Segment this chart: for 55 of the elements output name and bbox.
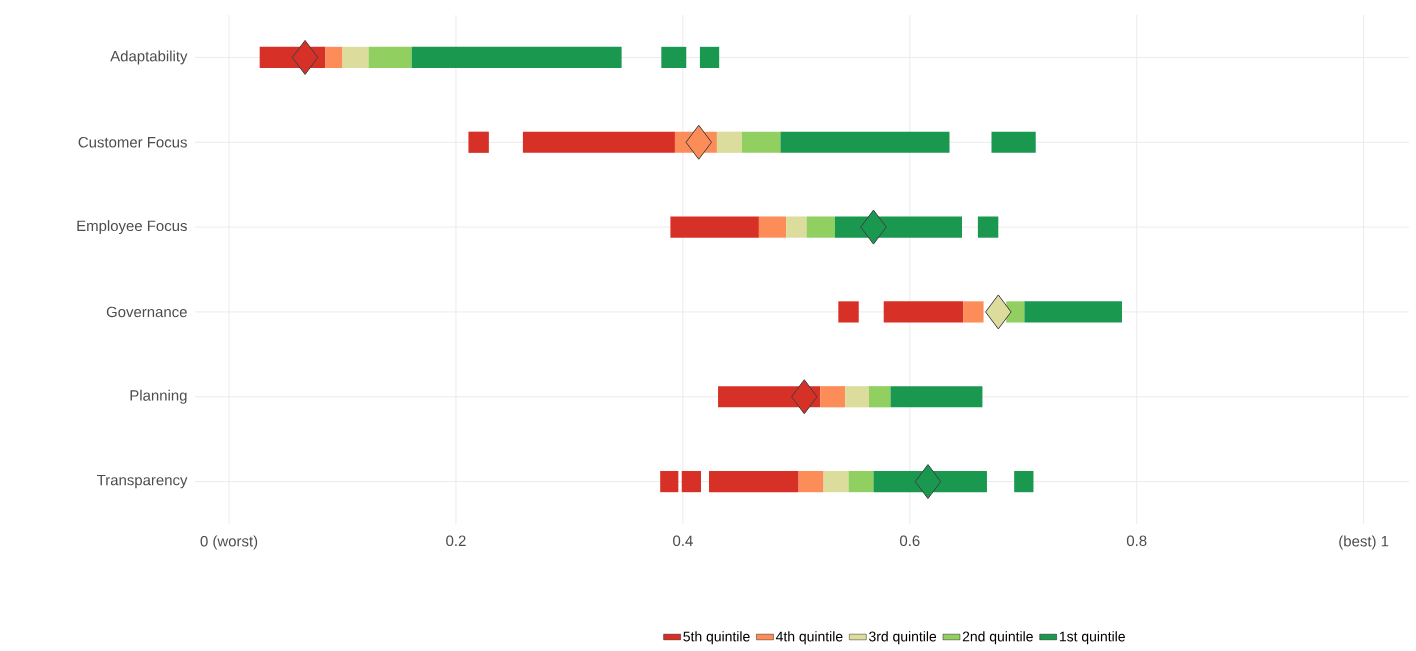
bar <box>838 301 859 323</box>
bar <box>741 131 781 153</box>
legend-label: 1st quintile <box>1059 631 1125 645</box>
bar <box>670 216 759 238</box>
x-tick-label: (best) 1 <box>1339 535 1389 550</box>
legend-label: 5th quintile <box>683 631 750 645</box>
y-tick-label: Employee Focus <box>77 220 187 235</box>
bar <box>883 301 964 323</box>
y-tick-label: Transparency <box>97 474 188 489</box>
bar <box>963 301 984 323</box>
bar <box>845 386 869 408</box>
bar <box>991 131 1036 153</box>
bar <box>681 470 702 493</box>
bar <box>660 470 679 493</box>
point <box>291 39 319 75</box>
x-tick-label: 0.4 <box>673 535 693 547</box>
bar <box>848 470 874 493</box>
bar <box>708 470 799 493</box>
bar <box>325 46 343 69</box>
point <box>685 124 713 160</box>
bar <box>890 386 983 408</box>
bar <box>806 216 835 238</box>
x-tick-label: 0.6 <box>899 535 920 547</box>
bar <box>522 131 675 153</box>
bar <box>786 216 807 238</box>
bar <box>1014 470 1034 493</box>
bar <box>798 470 824 493</box>
bar <box>699 46 720 69</box>
bar <box>1024 301 1122 323</box>
legend-label: 4th quintile <box>775 631 843 645</box>
bar <box>977 216 999 238</box>
bar <box>868 386 891 408</box>
bar <box>368 46 412 69</box>
bar <box>716 131 742 153</box>
legend-label: 2nd quintile <box>962 631 1033 645</box>
x-tick-label: 0 (worst) <box>200 535 258 550</box>
bar <box>823 470 849 493</box>
point <box>914 464 942 500</box>
bar <box>758 216 787 238</box>
y-tick-label: Planning <box>130 389 187 404</box>
bar <box>661 46 687 69</box>
point <box>791 379 818 415</box>
point <box>985 294 1012 330</box>
legend-label: 3rd quintile <box>869 631 937 645</box>
bar <box>820 386 846 408</box>
y-tick-label: Governance <box>106 306 187 318</box>
y-tick-label: Adaptability <box>110 50 188 65</box>
x-tick-label: 0.8 <box>1126 535 1147 547</box>
point <box>860 209 887 245</box>
bar <box>411 46 622 69</box>
bar <box>780 131 950 153</box>
bar <box>342 46 369 69</box>
x-tick-label: 0.2 <box>446 535 466 547</box>
y-tick-label: Customer Focus <box>78 136 187 148</box>
bar <box>468 131 489 153</box>
